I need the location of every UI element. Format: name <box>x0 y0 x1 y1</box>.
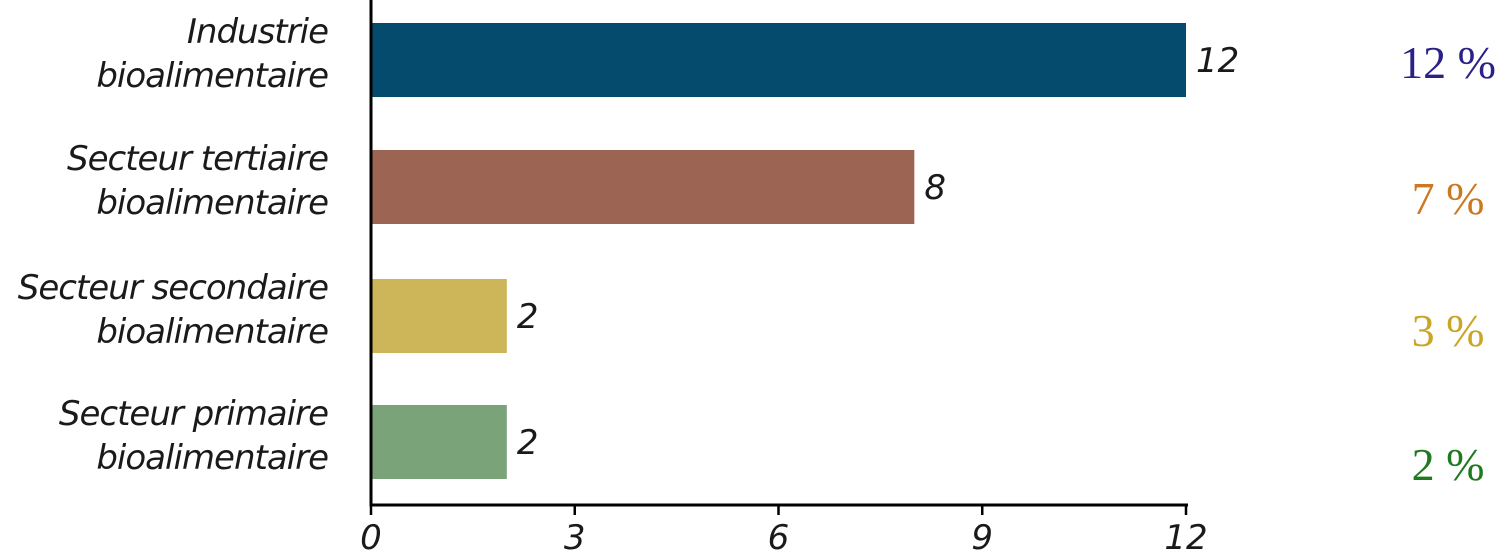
x-tick-label-0: 0 <box>360 518 382 553</box>
bar-value-label-3: 2 <box>517 423 539 463</box>
x-tick-label-1: 3 <box>564 518 586 553</box>
percent-label-0: 12 % <box>1400 37 1496 88</box>
bar-value-label-0: 12 <box>1196 41 1239 81</box>
percent-label-3: 2 % <box>1412 439 1485 490</box>
bar-0 <box>371 23 1186 97</box>
category-labels-layer: Industrie bioalimentaire Secteur tertiaire… <box>18 12 329 478</box>
bar-2 <box>371 279 507 353</box>
bar-value-label-2: 2 <box>517 297 539 337</box>
percent-label-2: 3 % <box>1412 305 1485 356</box>
x-tick-label-2: 6 <box>768 518 790 553</box>
bars-layer: 12 8 2 2 <box>371 23 1239 479</box>
bar-1 <box>371 150 915 224</box>
category-label-3: Secteur primaire bioalimentaire <box>59 394 328 478</box>
category-label-0: Industrie bioalimentaire <box>96 12 328 96</box>
x-axis: 0 3 6 9 12 <box>360 0 1208 553</box>
bar-3 <box>371 405 507 479</box>
x-tick-label-3: 9 <box>971 518 993 553</box>
bar-value-label-1: 8 <box>924 168 946 208</box>
percent-labels-layer: 12 % 7 % 3 % 2 % <box>1400 37 1496 490</box>
percent-label-1: 7 % <box>1412 173 1485 224</box>
category-label-2: Secteur secondaire bioalimentaire <box>18 268 328 352</box>
x-tick-label-4: 12 <box>1164 518 1207 553</box>
category-label-1: Secteur tertiaire bioalimentaire <box>67 139 328 223</box>
